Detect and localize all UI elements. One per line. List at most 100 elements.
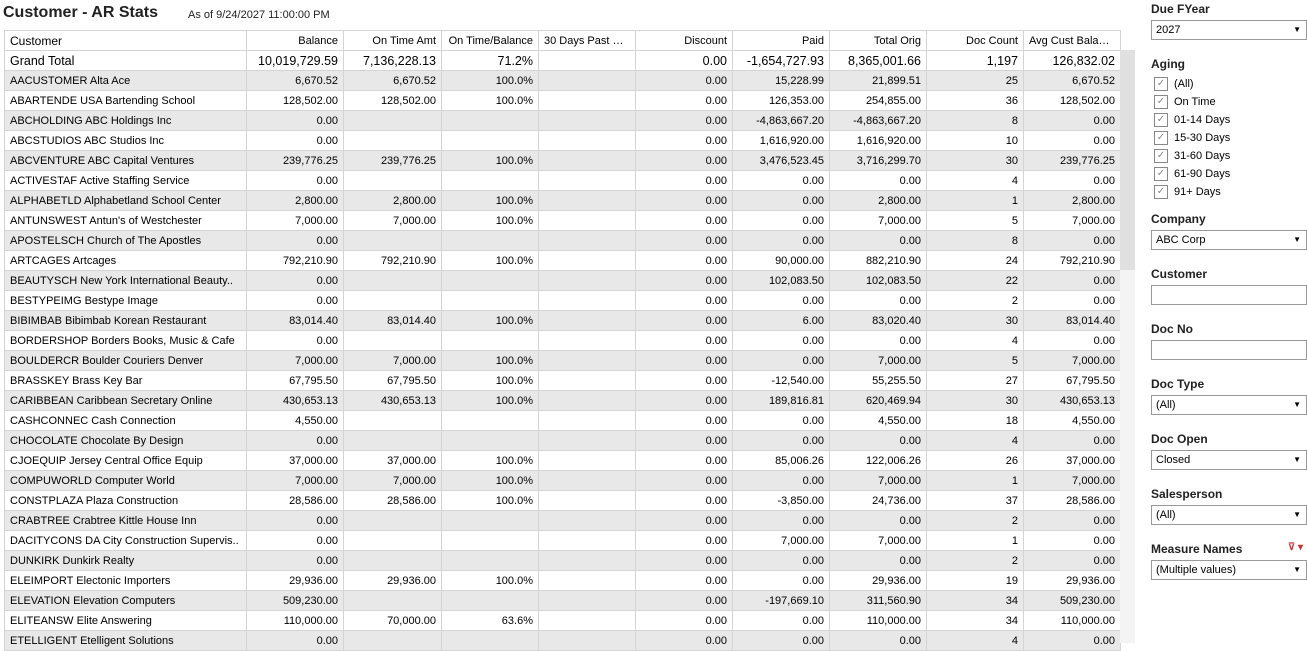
due-fyear-dropdown[interactable]: 2027 ▼ (1151, 20, 1307, 40)
filter-label: Doc Type (1151, 377, 1307, 391)
checkbox-label: On Time (1174, 96, 1216, 108)
value-cell: 128,502.00 (343, 90, 442, 111)
value-cell: 0.00 (635, 590, 733, 611)
value-cell: 83,014.40 (1023, 310, 1121, 331)
measure-names-dropdown[interactable]: (Multiple values) ▼ (1151, 560, 1307, 580)
value-cell: 4,550.00 (829, 410, 927, 431)
company-dropdown[interactable]: ABC Corp ▼ (1151, 230, 1307, 250)
doc-no-input[interactable] (1151, 340, 1307, 360)
customer-cell: AACUSTOMER Alta Ace (4, 70, 247, 91)
filter-label-text: Salesperson (1151, 487, 1223, 501)
value-cell: 0.00 (1023, 110, 1121, 131)
value-cell (538, 570, 636, 591)
aging-checkbox[interactable]: ✓ 01-14 Days (1151, 111, 1307, 129)
value-cell: 100.0% (441, 190, 539, 211)
column-header[interactable]: 30 Days Past Due (538, 30, 636, 51)
value-cell (538, 190, 636, 211)
value-cell (538, 390, 636, 411)
value-cell (538, 430, 636, 451)
customer-cell: CRABTREE Crabtree Kittle House Inn (4, 510, 247, 531)
doc-type-dropdown[interactable]: (All) ▼ (1151, 395, 1307, 415)
value-cell: 85,006.26 (732, 450, 830, 471)
aging-checkbox[interactable]: ✓ 91+ Days (1151, 183, 1307, 201)
column-header[interactable]: Paid (732, 30, 830, 51)
checkbox-label: (All) (1174, 78, 1194, 90)
column-header[interactable]: Total Orig (829, 30, 927, 51)
checkbox-label: 91+ Days (1174, 186, 1221, 198)
value-cell: 882,210.90 (829, 250, 927, 271)
aging-checkbox[interactable]: ✓ On Time (1151, 93, 1307, 111)
check-icon: ✓ (1154, 95, 1168, 109)
value-cell (343, 430, 442, 451)
column-header[interactable]: Balance (246, 30, 344, 51)
customer-cell: ELEIMPORT Electonic Importers (4, 570, 247, 591)
caret-down-icon: ▼ (1293, 25, 1301, 34)
customer-cell: ABCVENTURE ABC Capital Ventures (4, 150, 247, 171)
value-cell: 10,019,729.59 (246, 50, 344, 71)
value-cell: 0.00 (246, 430, 344, 451)
value-cell: 0.00 (246, 330, 344, 351)
table-row: BESTYPEIMG Bestype Image 0.00 0.00 0.00 0.00… (4, 290, 1121, 311)
table-row: COMPUWORLD Computer World 7,000.00 7,000.0… (4, 470, 1121, 491)
filter-clear-icon[interactable]: ⊽ ▾ (1287, 542, 1303, 553)
value-cell (538, 590, 636, 611)
value-cell (538, 50, 636, 71)
value-cell: 7,000.00 (343, 210, 442, 231)
doc-open-dropdown[interactable]: Closed ▼ (1151, 450, 1307, 470)
value-cell (343, 330, 442, 351)
value-cell: 0.00 (635, 610, 733, 631)
aging-checkbox[interactable]: ✓ 61-90 Days (1151, 165, 1307, 183)
value-cell: 8 (926, 230, 1024, 251)
filter-label-text: Customer (1151, 267, 1208, 281)
column-header[interactable]: On Time/Balance (441, 30, 539, 51)
value-cell: 620,469.94 (829, 390, 927, 411)
caret-down-icon: ▼ (1293, 565, 1301, 574)
value-cell: 30 (926, 390, 1024, 411)
customer-cell: ETELLIGENT Etelligent Solutions (4, 630, 247, 651)
value-cell: 0.00 (732, 190, 830, 211)
value-cell: 0.00 (635, 370, 733, 391)
column-header[interactable]: Discount (635, 30, 733, 51)
value-cell: 29,936.00 (829, 570, 927, 591)
customer-cell: ABCSTUDIOS ABC Studios Inc (4, 130, 247, 151)
salesperson-dropdown[interactable]: (All) ▼ (1151, 505, 1307, 525)
value-cell: 0.00 (1023, 430, 1121, 451)
column-header[interactable]: Doc Count (926, 30, 1024, 51)
value-cell: 1 (926, 470, 1024, 491)
value-cell: 0.00 (1023, 630, 1121, 651)
column-header[interactable]: Customer (4, 30, 247, 51)
value-cell: 28,586.00 (1023, 490, 1121, 511)
value-cell (343, 550, 442, 571)
value-cell: 7,000.00 (829, 210, 927, 231)
column-header[interactable]: On Time Amt (343, 30, 442, 51)
value-cell: 128,502.00 (246, 90, 344, 111)
value-cell: 0.00 (1023, 510, 1121, 531)
customer-input[interactable] (1151, 285, 1307, 305)
value-cell (538, 150, 636, 171)
value-cell: 10 (926, 130, 1024, 151)
value-cell: 0.00 (829, 630, 927, 651)
value-cell: 100.0% (441, 470, 539, 491)
aging-checkbox[interactable]: ✓ 15-30 Days (1151, 129, 1307, 147)
value-cell: 7,000.00 (1023, 350, 1121, 371)
value-cell: 100.0% (441, 150, 539, 171)
value-cell: 0.00 (732, 170, 830, 191)
aging-checkbox[interactable]: ✓ 31-60 Days (1151, 147, 1307, 165)
customer-cell: BIBIMBAB Bibimbab Korean Restaurant (4, 310, 247, 331)
value-cell: 1,197 (926, 50, 1024, 71)
scrollbar-thumb[interactable] (1120, 50, 1135, 270)
value-cell: 28,586.00 (246, 490, 344, 511)
column-header[interactable]: Avg Cust Balance (1023, 30, 1121, 51)
table-scrollbar[interactable] (1120, 50, 1135, 643)
aging-checkbox[interactable]: ✓ (All) (1151, 75, 1307, 93)
filter-doc-open: Doc Open Closed ▼ (1151, 432, 1307, 470)
value-cell: 2 (926, 550, 1024, 571)
value-cell: 0.00 (635, 630, 733, 651)
value-cell: 102,083.50 (732, 270, 830, 291)
value-cell: 128,502.00 (1023, 90, 1121, 111)
table-row: AACUSTOMER Alta Ace 6,670.52 6,670.52 100.0… (4, 70, 1121, 91)
value-cell: 0.00 (635, 430, 733, 451)
value-cell (538, 210, 636, 231)
value-cell: 1,616,920.00 (732, 130, 830, 151)
filter-measure-names: Measure Names ⊽ ▾ (Multiple values) ▼ (1151, 542, 1307, 580)
